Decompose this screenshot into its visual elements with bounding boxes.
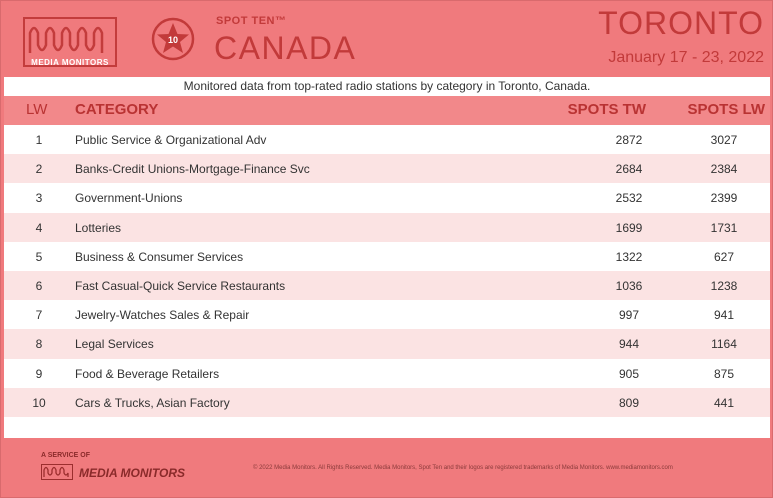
row-rank: 4: [35, 220, 43, 235]
table-row: 9 Food & Beverage Retailers 905 875: [4, 358, 770, 388]
logo-text: MEDIA MONITORS: [31, 58, 109, 67]
row-rank: 10: [32, 395, 46, 410]
table-body: 1 Public Service & Organizational Adv 2872…: [4, 125, 770, 417]
table-row: 6 Fast Casual-Quick Service Restaurants 10…: [4, 270, 770, 301]
header-lw: LW: [26, 101, 48, 118]
row-rank: 6: [35, 278, 43, 293]
date-range: January 17 - 23, 2022: [608, 49, 764, 66]
table-row: 1 Public Service & Organizational Adv 2872…: [4, 125, 770, 155]
footer-logo-icon: [41, 464, 73, 480]
row-spots-lw: 3027: [710, 133, 738, 147]
table-row: 8 Legal Services 944 1164: [4, 329, 770, 359]
row-spots-tw: 997: [618, 308, 640, 323]
table-subtitle: Monitored data from top-rated radio stat…: [4, 77, 770, 96]
row-spots-tw: 2684: [615, 162, 643, 177]
spot-ten-label: SPOT TEN™: [216, 15, 287, 27]
row-category: Banks-Credit Unions-Mortgage-Finance Svc: [75, 162, 310, 177]
row-spots-tw: 2532: [615, 191, 643, 206]
row-category: Cars & Trucks, Asian Factory: [75, 395, 230, 410]
row-rank: 2: [35, 162, 43, 177]
table-row: 3 Government-Unions 2532 2399: [4, 183, 770, 213]
row-spots-tw: 944: [618, 337, 640, 352]
copyright-text: © 2022 Media Monitors. All Rights Reserv…: [253, 465, 673, 471]
header-spots-lw: SPOTS LW: [687, 101, 765, 118]
row-rank: 3: [35, 191, 43, 206]
row-category: Legal Services: [75, 337, 154, 352]
row-spots-lw: 2399: [710, 191, 738, 206]
table-row: 4 Lotteries 1699 1731: [4, 212, 770, 242]
row-spots-lw: 941: [713, 308, 735, 323]
row-rank: 5: [35, 249, 43, 264]
row-category: Jewelry-Watches Sales & Repair: [75, 308, 250, 323]
row-spots-lw: 1164: [711, 337, 737, 352]
row-category: Business & Consumer Services: [75, 249, 244, 264]
row-rank: 8: [35, 337, 43, 352]
waveform-icon: [28, 26, 104, 53]
row-spots-tw: 1699: [615, 220, 643, 235]
header-spots-tw: SPOTS TW: [567, 101, 646, 118]
ranking-table: Monitored data from top-rated radio stat…: [4, 77, 770, 438]
row-rank: 7: [35, 308, 43, 323]
table-row: 10 Cars & Trucks, Asian Factory 809 441: [4, 387, 770, 417]
media-monitors-logo: [23, 17, 117, 67]
table-row: 5 Business & Consumer Services 1322 627: [4, 241, 770, 271]
country-title: CANADA: [214, 30, 357, 66]
row-spots-lw: 2384: [710, 162, 738, 177]
table-header: LW CATEGORY SPOTS TW SPOTS LW: [4, 96, 770, 125]
header-category: CATEGORY: [75, 101, 159, 118]
row-spots-tw: 905: [618, 366, 640, 381]
row-spots-lw: 1731: [710, 220, 738, 235]
row-spots-tw: 1322: [615, 249, 643, 264]
row-spots-lw: 627: [713, 249, 735, 264]
star-badge-icon: 10: [151, 17, 195, 61]
row-spots-lw: 441: [713, 395, 735, 410]
city-title: TORONTO: [598, 5, 764, 41]
row-category: Fast Casual-Quick Service Restaurants: [75, 278, 286, 293]
row-spots-tw: 1036: [615, 278, 643, 293]
badge-number: 10: [168, 35, 178, 45]
row-spots-tw: 2872: [615, 133, 643, 147]
row-category: Public Service & Organizational Adv: [75, 133, 267, 147]
row-spots-lw: 875: [713, 366, 735, 381]
table-row: 7 Jewelry-Watches Sales & Repair 997 941: [4, 300, 770, 330]
row-category: Government-Unions: [75, 191, 183, 206]
service-of-label: A SERVICE OF: [41, 452, 91, 459]
row-spots-tw: 809: [618, 395, 640, 410]
row-category: Food & Beverage Retailers: [75, 366, 220, 381]
table-row: 2 Banks-Credit Unions-Mortgage-Finance Sv…: [4, 154, 770, 184]
row-spots-lw: 1238: [710, 278, 738, 293]
footer-brand: MEDIA MONITORS: [79, 466, 186, 480]
row-rank: 1: [35, 133, 43, 147]
row-rank: 9: [35, 366, 43, 381]
row-category: Lotteries: [75, 220, 122, 235]
